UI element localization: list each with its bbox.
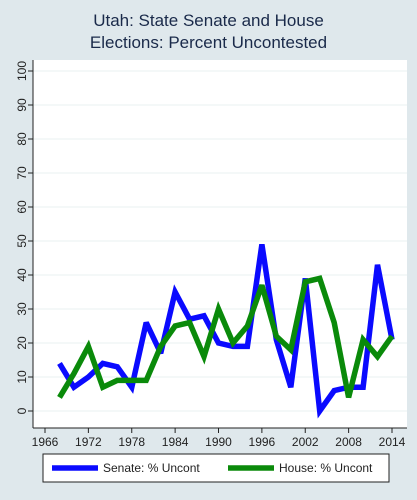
x-tick-label-1978: 1978 [118,435,145,449]
x-tick-label-2008: 2008 [335,435,362,449]
y-tick-label-20: 20 [15,336,29,350]
y-tick-label-0: 0 [15,407,29,414]
x-tick-label-1966: 1966 [32,435,59,449]
y-tick-label-70: 70 [15,166,29,180]
chart-title-line-2: Elections: Percent Uncontested [90,33,327,52]
chart-title-line-1: Utah: State Senate and House [93,11,324,30]
y-tick-label-90: 90 [15,98,29,112]
axes: 0 10 20 30 40 50 60 70 80 90 100 1966 1972 1978 1984 19… [15,60,407,449]
y-tick-label-30: 30 [15,302,29,316]
y-tick-label-80: 80 [15,132,29,146]
y-tick-label-60: 60 [15,200,29,214]
x-tick-label-2014: 2014 [379,435,406,449]
x-tick-label-1996: 1996 [249,435,276,449]
y-tick-label-40: 40 [15,268,29,282]
x-tick-label-1972: 1972 [75,435,102,449]
legend-label-senate-uncont: Senate: % Uncont [103,461,200,475]
x-tick-label-1990: 1990 [205,435,232,449]
legend-label-house-uncont: House: % Uncont [279,461,373,475]
x-tick-label-2002: 2002 [292,435,319,449]
series-lines [57,243,395,419]
y-tick-label-100: 100 [15,61,29,81]
y-tick-label-10: 10 [15,370,29,384]
series-line-house-uncont [57,275,395,399]
legend: Senate: % Uncont House: % Uncont [42,453,390,483]
x-tick-label-1984: 1984 [162,435,189,449]
y-tick-label-50: 50 [15,234,29,248]
chart-title: Utah: State Senate and House Elections: … [90,11,327,52]
legend-box [42,453,390,483]
series-line-senate-uncont [57,243,395,419]
